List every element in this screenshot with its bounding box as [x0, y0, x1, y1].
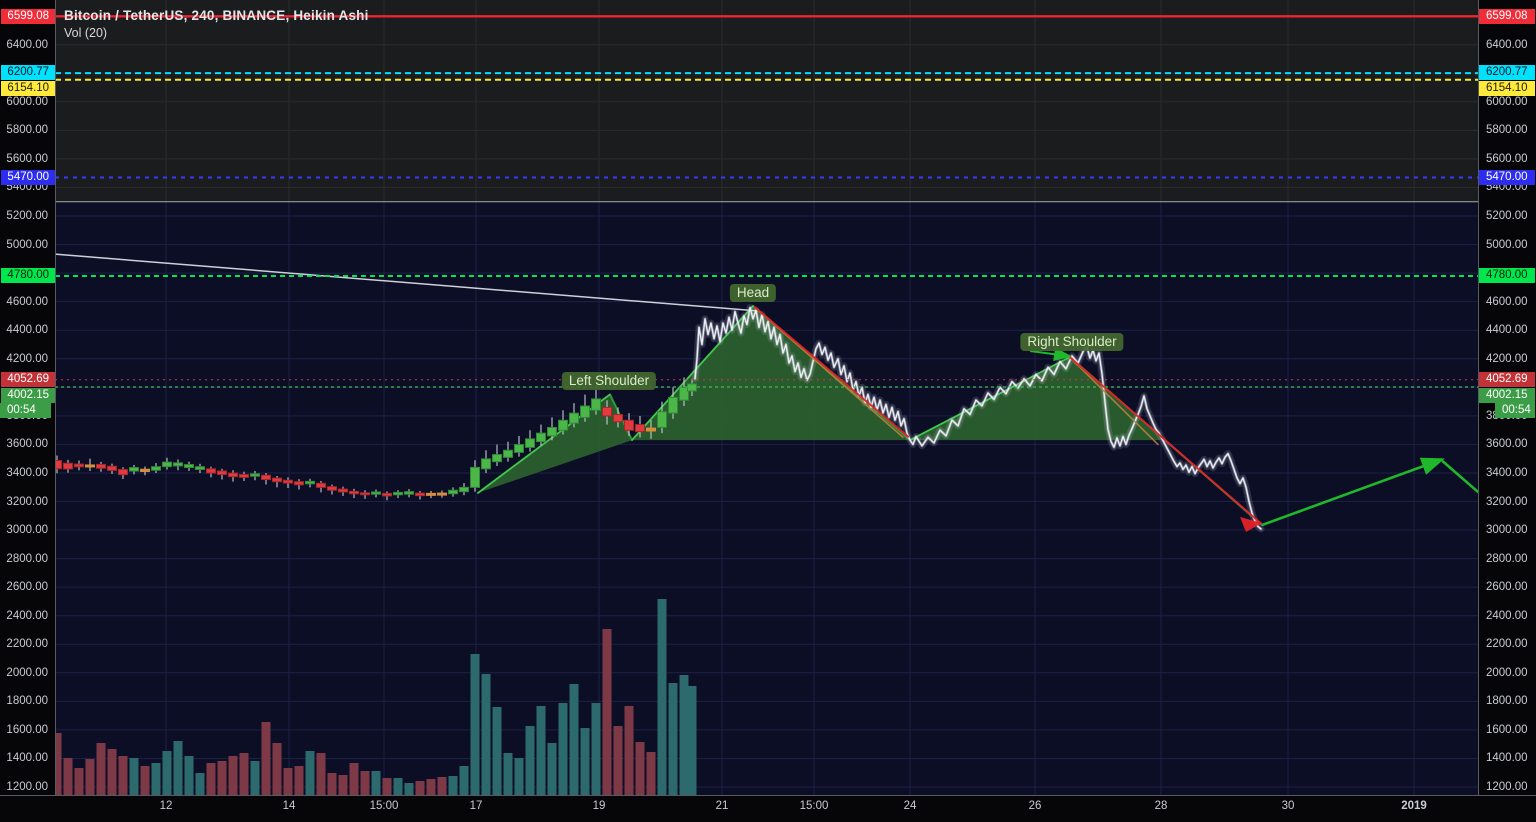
price-tick: 3400.00	[6, 466, 48, 479]
price-tag: 6154.10	[1, 81, 55, 97]
price-tick: 4200.00	[1486, 352, 1528, 365]
price-tick: 3600.00	[1486, 438, 1528, 451]
price-tick: 2600.00	[1486, 581, 1528, 594]
price-tick: 5600.00	[1486, 152, 1528, 165]
time-label: 15:00	[799, 800, 829, 812]
price-tick: 2800.00	[6, 552, 48, 565]
price-tick: 1400.00	[6, 752, 48, 765]
price-tag: 4780.00	[1, 268, 55, 284]
price-tick: 2200.00	[1486, 638, 1528, 651]
price-tick: 3600.00	[6, 438, 48, 451]
price-tick: 3000.00	[6, 524, 48, 537]
price-tick: 4400.00	[1486, 324, 1528, 337]
time-label: 2019	[1401, 800, 1427, 812]
price-tick: 1800.00	[1486, 695, 1528, 708]
bar-countdown: 00:54	[0, 402, 51, 418]
price-tag: 6599.08	[1, 8, 55, 24]
time-label: 24	[903, 800, 917, 812]
price-tick: 2000.00	[6, 666, 48, 679]
price-tick: 5000.00	[6, 238, 48, 251]
price-tick: 4600.00	[6, 295, 48, 308]
price-tag: 4052.69	[1479, 372, 1535, 388]
price-tick: 5800.00	[1486, 124, 1528, 137]
time-label: 19	[592, 800, 606, 812]
price-tag: 6599.08	[1479, 8, 1535, 24]
price-tick: 1200.00	[1486, 781, 1528, 793]
price-tick: 1400.00	[1486, 752, 1528, 765]
symbol-title: Bitcoin / TetherUS, 240, BINANCE, Heikin…	[64, 8, 369, 23]
price-tick: 5800.00	[6, 124, 48, 137]
time-label: 26	[1028, 800, 1042, 812]
time-label: 21	[715, 800, 729, 812]
price-tick: 2800.00	[1486, 552, 1528, 565]
price-tick: 3400.00	[1486, 466, 1528, 479]
price-tag: 4002.15	[1, 388, 55, 404]
price-tick: 1200.00	[6, 781, 48, 793]
time-label: 15:00	[369, 800, 399, 812]
price-tick: 5600.00	[6, 152, 48, 165]
chart-legend: Bitcoin / TetherUS, 240, BINANCE, Heikin…	[64, 7, 369, 42]
price-tag: 4052.69	[1, 372, 55, 388]
price-tick: 1600.00	[6, 723, 48, 736]
volume-indicator-label: Vol (20)	[64, 26, 108, 40]
price-tick: 6000.00	[6, 95, 48, 108]
price-tag: 5470.00	[1479, 169, 1535, 185]
price-tick: 6400.00	[1486, 38, 1528, 51]
price-axis-left[interactable]: 6400.00 6000.00 5800.00 5600.00 5400.00 5200.…	[0, 0, 56, 795]
time-label: 12	[159, 800, 173, 812]
price-tick: 5200.00	[6, 210, 48, 222]
price-tag: 6200.77	[1479, 64, 1535, 80]
price-tick: 2400.00	[1486, 609, 1528, 622]
time-label: 28	[1154, 800, 1168, 812]
price-tag: 5470.00	[1, 169, 55, 185]
time-axis[interactable]: 12 14 15:00 17 19 21 15:00 24 26 28 30 2019	[0, 795, 1536, 822]
price-tick: 1800.00	[6, 695, 48, 708]
price-tick: 2400.00	[6, 609, 48, 622]
price-tick: 6400.00	[6, 38, 48, 51]
price-axis-right[interactable]: 6400.00 6000.00 5800.00 5600.00 5400.00 5200.…	[1478, 0, 1536, 795]
price-tick: 2600.00	[6, 581, 48, 594]
price-tag: 4002.15	[1479, 388, 1535, 404]
price-tick: 4600.00	[1486, 295, 1528, 308]
price-tick: 2000.00	[1486, 666, 1528, 679]
price-tick: 3200.00	[1486, 495, 1528, 508]
price-tag: 4780.00	[1479, 268, 1535, 284]
price-tick: 3000.00	[1486, 524, 1528, 537]
price-tick: 5000.00	[1486, 238, 1528, 251]
price-tick: 4200.00	[6, 352, 48, 365]
time-label: 14	[282, 800, 296, 812]
bar-countdown: 00:54	[1495, 402, 1535, 418]
price-tick: 6000.00	[1486, 95, 1528, 108]
price-tick: 5200.00	[1486, 210, 1528, 222]
time-label: 17	[469, 800, 483, 812]
time-label: 30	[1281, 800, 1295, 812]
price-tag: 6154.10	[1479, 81, 1535, 97]
price-tag: 6200.77	[1, 64, 55, 80]
price-tick: 4400.00	[6, 324, 48, 337]
price-tick: 1600.00	[1486, 723, 1528, 736]
price-tick: 2200.00	[6, 638, 48, 651]
price-tick: 3200.00	[6, 495, 48, 508]
